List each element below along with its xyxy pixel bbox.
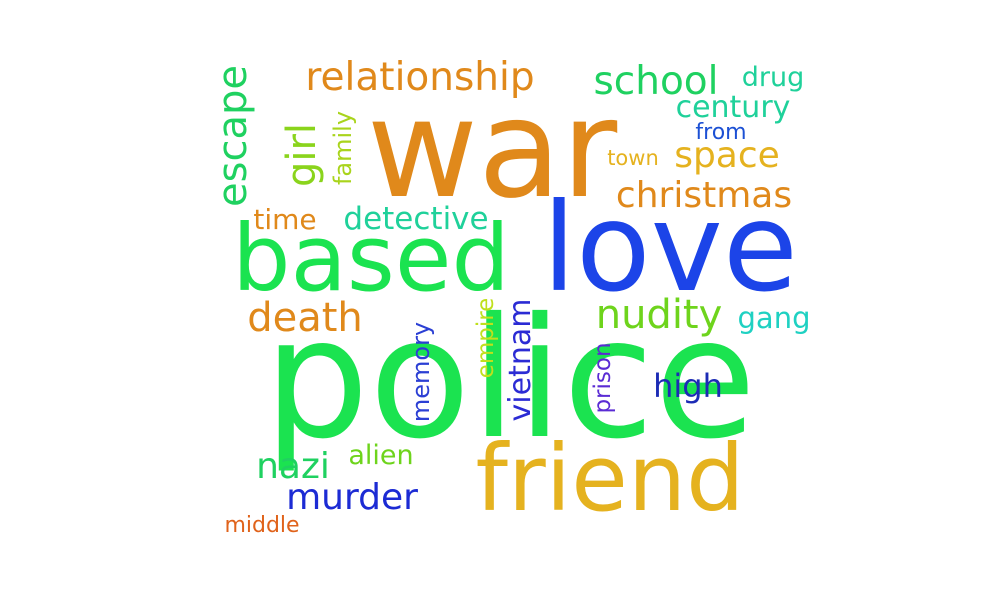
word-relationship: relationship xyxy=(305,55,534,100)
word-friend: friend xyxy=(475,425,744,532)
word-alien: alien xyxy=(348,440,413,471)
word-century: century xyxy=(676,90,791,125)
word-nudity: nudity xyxy=(596,292,723,338)
word-love: love xyxy=(542,177,798,319)
word-nazi: nazi xyxy=(256,446,330,487)
word-time: time xyxy=(253,203,316,236)
word-murder: murder xyxy=(286,477,418,518)
word-town: town xyxy=(607,146,659,170)
word-prison: prison xyxy=(590,342,616,413)
word-detective: detective xyxy=(343,201,488,237)
word-empire: empire xyxy=(473,298,499,379)
word-school: school xyxy=(593,59,718,104)
word-police: police xyxy=(264,283,757,476)
word-war: war xyxy=(367,71,618,229)
word-vietnam: vietnam xyxy=(503,299,538,422)
word-space: space xyxy=(674,135,780,176)
word-family: family xyxy=(329,111,357,185)
word-death: death xyxy=(247,295,363,341)
word-high: high xyxy=(653,367,723,405)
word-gang: gang xyxy=(738,301,811,335)
word-memory: memory xyxy=(407,322,435,422)
word-drug: drug xyxy=(742,62,805,93)
word-christmas: christmas xyxy=(616,175,792,216)
word-based: based xyxy=(232,205,510,312)
word-middle: middle xyxy=(224,513,299,538)
word-girl: girl xyxy=(279,123,325,187)
word-from: from xyxy=(695,120,746,145)
word-escape: escape xyxy=(210,65,256,207)
